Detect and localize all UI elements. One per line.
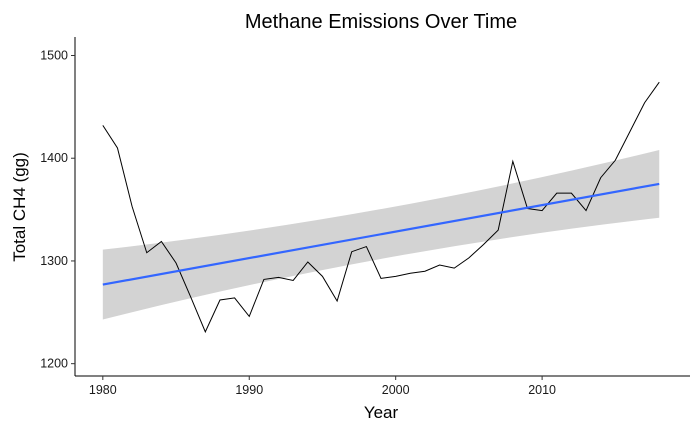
data-point bbox=[146, 252, 148, 254]
data-point bbox=[468, 257, 470, 259]
plot-area bbox=[102, 81, 660, 334]
data-point bbox=[658, 81, 660, 83]
data-point bbox=[292, 280, 294, 282]
data-point bbox=[585, 210, 587, 212]
y-axis-title: Total CH4 (gg) bbox=[10, 152, 29, 262]
data-point bbox=[205, 331, 207, 333]
data-point bbox=[410, 272, 412, 274]
data-point bbox=[483, 244, 485, 246]
y-tick-label: 1200 bbox=[40, 357, 68, 371]
data-point bbox=[336, 300, 338, 302]
data-point bbox=[600, 177, 602, 179]
data-point bbox=[380, 278, 382, 280]
data-point bbox=[307, 261, 309, 263]
data-point bbox=[234, 297, 236, 299]
data-point bbox=[117, 147, 119, 149]
data-point bbox=[248, 316, 250, 318]
data-point bbox=[541, 210, 543, 212]
y-tick-label: 1400 bbox=[40, 151, 68, 165]
y-tick-label: 1300 bbox=[40, 254, 68, 268]
data-point bbox=[629, 131, 631, 133]
data-point bbox=[161, 241, 163, 243]
data-point bbox=[395, 276, 397, 278]
emissions-line bbox=[102, 81, 660, 334]
data-point bbox=[322, 276, 324, 278]
trend-line bbox=[102, 182, 660, 286]
x-axis-title: Year bbox=[364, 403, 399, 422]
data-point bbox=[131, 206, 133, 208]
y-tick-label: 1500 bbox=[40, 48, 68, 62]
data-point bbox=[278, 277, 280, 279]
data-point bbox=[424, 270, 426, 272]
data-point bbox=[366, 246, 368, 248]
chart-title: Methane Emissions Over Time bbox=[245, 11, 517, 33]
data-point bbox=[644, 102, 646, 104]
data-point bbox=[439, 264, 441, 266]
x-tick-label: 2010 bbox=[528, 383, 556, 397]
data-point bbox=[351, 251, 353, 253]
x-tick-label: 2000 bbox=[382, 383, 410, 397]
data-point bbox=[615, 159, 617, 161]
data-point bbox=[497, 229, 499, 231]
data-point bbox=[263, 279, 265, 281]
data-point bbox=[175, 262, 177, 264]
axes: 1980 1990 2000 2010 1200 1300 1400 1500 bbox=[40, 37, 690, 397]
data-point bbox=[556, 192, 558, 194]
data-point bbox=[453, 267, 455, 269]
x-tick-label: 1980 bbox=[89, 383, 117, 397]
data-point bbox=[512, 161, 514, 163]
data-point bbox=[219, 299, 221, 301]
x-tick-label: 1990 bbox=[235, 383, 263, 397]
data-point bbox=[190, 296, 192, 298]
data-point bbox=[102, 125, 104, 127]
data-point bbox=[571, 192, 573, 194]
